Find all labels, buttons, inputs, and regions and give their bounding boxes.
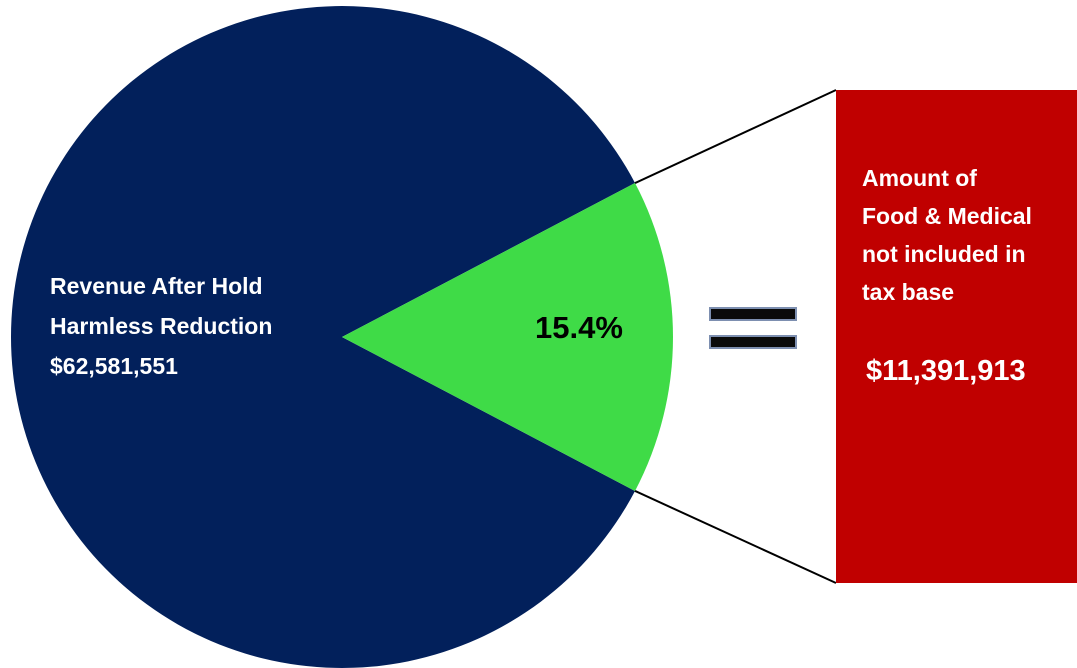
revenue-label-line-1: Revenue After Hold (50, 273, 263, 299)
connector-line-bottom (634, 490, 837, 584)
callout-label-line-3: not included in (862, 241, 1026, 267)
revenue-label-amount: $62,581,551 (50, 353, 178, 379)
callout-amount: $11,391,913 (866, 355, 1026, 387)
percent-label: 15.4% (535, 310, 623, 345)
callout-label-line-4: tax base (862, 279, 954, 305)
connector-line-top (634, 89, 837, 184)
revenue-label-line-2: Harmless Reduction (50, 313, 272, 339)
callout-label-line-1: Amount of (862, 165, 977, 191)
callout-box (836, 90, 1077, 583)
pie-slice-food-medical (342, 183, 673, 491)
equals-sign (709, 307, 797, 349)
pie-slice-revenue (11, 6, 636, 668)
callout-label-line-2: Food & Medical (862, 203, 1032, 229)
